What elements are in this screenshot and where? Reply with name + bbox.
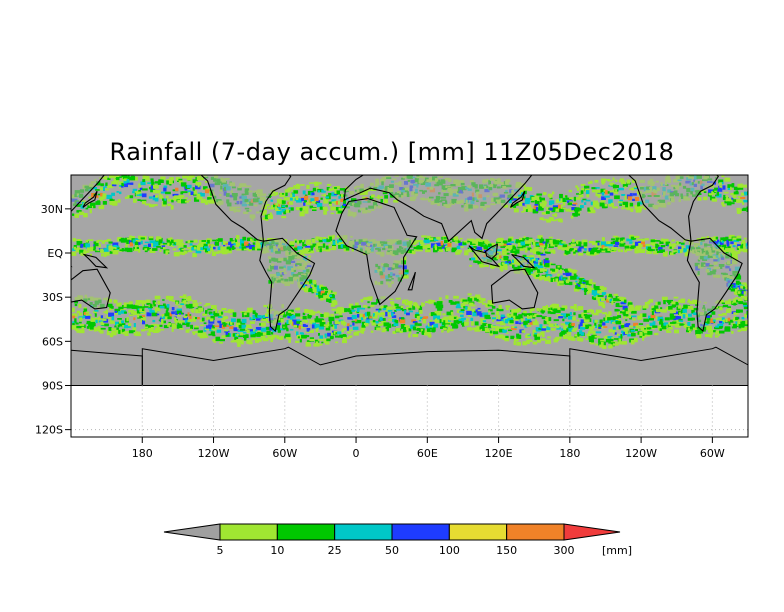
lower-gridlines bbox=[71, 385, 748, 437]
legend-threshold-label: 10 bbox=[270, 544, 284, 557]
y-tick-label: 30N bbox=[41, 203, 63, 216]
y-tick-label: 120S bbox=[35, 424, 63, 437]
coastlines bbox=[71, 175, 748, 386]
y-tick-label: 90S bbox=[42, 379, 63, 392]
legend-swatch bbox=[506, 523, 565, 541]
legend-swatch bbox=[163, 523, 221, 541]
x-tick-label: 180 bbox=[132, 447, 153, 460]
legend-threshold-label: 25 bbox=[328, 544, 342, 557]
x-tick-label: 120E bbox=[485, 447, 513, 460]
x-tick-label: 60W bbox=[700, 447, 725, 460]
y-axis: 30N EQ 30S 60S 90S 120S bbox=[35, 203, 71, 437]
y-tick-label: 60S bbox=[42, 335, 63, 348]
legend-threshold-label: 50 bbox=[385, 544, 399, 557]
legend-swatch bbox=[219, 523, 278, 541]
plot-frame bbox=[70, 174, 749, 438]
legend-swatch bbox=[334, 523, 393, 541]
x-tick-label: 60E bbox=[417, 447, 438, 460]
legend-unit: [mm] bbox=[602, 544, 632, 557]
legend-swatch bbox=[391, 523, 450, 541]
legend-threshold-label: 150 bbox=[496, 544, 517, 557]
y-tick-label: 30S bbox=[42, 291, 63, 304]
x-tick-label: 0 bbox=[353, 447, 360, 460]
legend-swatch bbox=[563, 523, 621, 541]
x-axis: 180 120W 60W 0 60E 120E 180 120W 60W bbox=[132, 437, 725, 460]
map-title: Rainfall (7-day accum.) [mm] 11Z05Dec201… bbox=[109, 138, 675, 166]
y-tick-label: EQ bbox=[47, 247, 63, 260]
legend-threshold-label: 5 bbox=[217, 544, 224, 557]
legend-swatch bbox=[276, 523, 336, 541]
legend-threshold-label: 100 bbox=[439, 544, 460, 557]
color-legend: 5 10 25 50 100 150 300 [mm] bbox=[163, 523, 632, 557]
x-tick-label: 120W bbox=[198, 447, 230, 460]
legend-swatch bbox=[448, 523, 508, 541]
x-tick-label: 60W bbox=[272, 447, 297, 460]
x-tick-label: 180 bbox=[559, 447, 580, 460]
x-tick-label: 120W bbox=[625, 447, 657, 460]
legend-threshold-label: 300 bbox=[554, 544, 575, 557]
